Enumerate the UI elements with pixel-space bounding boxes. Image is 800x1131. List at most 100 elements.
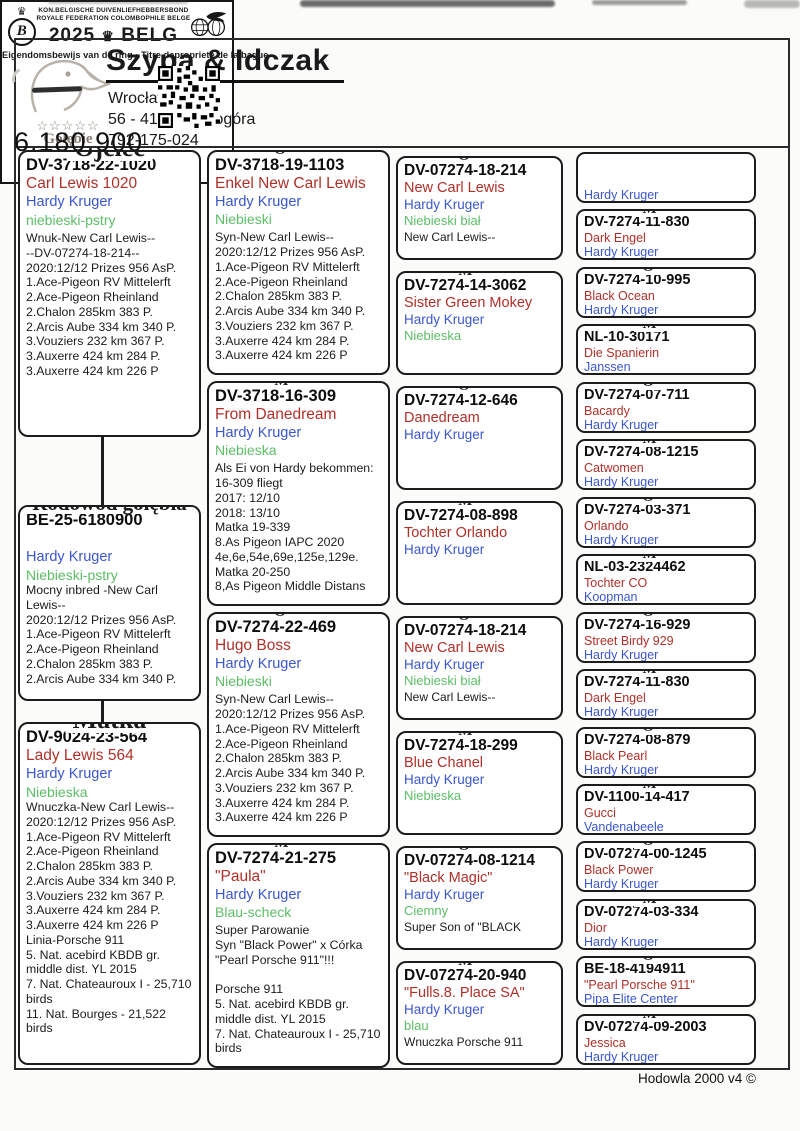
color-description: Blau-scheck [215, 903, 292, 920]
ring-country: BELG [121, 25, 178, 46]
pigeon-name: Die Spanierin [584, 346, 660, 361]
owner-name: Hardy Kruger [584, 1049, 659, 1064]
box-label: O [634, 613, 662, 620]
pedigree-box: O BE-18-4194911 "Pearl Porsche 911" Pipa… [576, 956, 756, 1008]
pedigree-box: Hardy Kruger [576, 152, 756, 203]
box-label: O [634, 498, 662, 505]
pigeon-name [26, 530, 193, 549]
ring-year: 2025 [48, 25, 96, 46]
scan-smudge [744, 0, 800, 8]
owner-name: Hardy Kruger [404, 427, 485, 443]
pedigree-box: O DV-7274-07-711 Bacardy Hardy Kruger [576, 381, 756, 433]
pigeon-name: New Carl Lewis [404, 640, 505, 657]
color-description: Niebieski biał [404, 673, 481, 689]
color-description: Niebieska [404, 788, 462, 804]
ring-photo [31, 86, 83, 93]
pedigree-box: M DV-3718-16-309 From Danedream Hardy Kr… [207, 381, 390, 606]
ring-id: NL-10-30171 [584, 329, 670, 346]
ring-id: NL-03-2324462 [584, 559, 686, 576]
color-description: Niebieska [26, 783, 88, 800]
color-description: Niebieski [215, 672, 272, 689]
box-label: M [450, 273, 481, 279]
color-description: Niebieski-pstry [26, 566, 118, 583]
box-label: M [634, 326, 665, 333]
federation-name-fr: ROYALE FEDERATION COLOMBOPHILE BELGE [36, 15, 191, 22]
pigeon-name [584, 174, 748, 188]
box-label: O [266, 614, 294, 620]
ring-id: DV-07274-03-334 [584, 903, 699, 920]
box-label: Rodowód gołębia [24, 507, 195, 514]
box-label: M [634, 1015, 665, 1022]
color-description: Ciemny [404, 903, 449, 919]
pedigree-box: O DV-07274-00-1245 Black Power Hardy Kru… [576, 841, 756, 893]
box-label: Ojciec [66, 152, 153, 161]
pigeon-name: New Carl Lewis [404, 180, 505, 197]
pigeon-name: Black Power [584, 863, 654, 878]
box-label: O [634, 728, 662, 735]
owner-name: Hardy Kruger [584, 532, 659, 547]
owner-name: Koopman [584, 590, 638, 605]
owner-name: Hardy Kruger [584, 417, 659, 432]
owner-name: Pipa Elite Center [584, 992, 678, 1007]
box-label: M [634, 441, 665, 448]
box-label: M [634, 211, 665, 218]
pigeon-name: Black Pearl [584, 748, 648, 763]
pedigree-box: M DV-07274-09-2003 Jessica Hardy Kruger [576, 1013, 756, 1065]
pigeon-name: "Pearl Porsche 911" [584, 978, 695, 993]
owner-name: Hardy Kruger [584, 934, 659, 949]
pedigree-box: M DV-7274-21-275 "Paula" Hardy Kruger Bl… [207, 843, 390, 1068]
ring-id: DV-07274-18-214 [404, 622, 527, 639]
box-label: O [266, 152, 294, 158]
box-label: O [634, 843, 662, 850]
ring-id: DV-07274-00-1245 [584, 846, 707, 863]
owner-name: Hardy Kruger [215, 424, 302, 441]
box-label: M [634, 556, 665, 563]
crown-icon: ♛ [101, 28, 115, 44]
owner-name: Hardy Kruger [584, 302, 659, 317]
pigeon-name: Bacardy [584, 403, 630, 418]
owner-name: Hardy Kruger [584, 647, 659, 662]
ring-id: DV-1100-14-417 [584, 788, 690, 805]
generation-4-column: Hardy Kruger M DV-7274-11-830 Dark Engel… [576, 152, 756, 1065]
page-frame [14, 38, 790, 1070]
scan-smudge [300, 0, 555, 7]
pigeon-name: Orlando [584, 518, 629, 533]
pigeon-name: Danedream [404, 410, 480, 427]
pedigree-box: M DV-07274-03-334 Dior Hardy Kruger [576, 898, 756, 950]
pigeon-name: Enkel New Carl Lewis [215, 175, 366, 193]
owner-name: Hardy Kruger [215, 886, 302, 903]
owner-name: Hardy Kruger [584, 762, 659, 777]
ownership-title: Eigendomsbewijs van de ring · Titre depr… [2, 50, 269, 60]
crown-icon: ♛ [16, 6, 27, 18]
pedigree-box: O DV-7274-12-646 Danedream Hardy Kruger [396, 386, 563, 490]
box-label: M [634, 671, 665, 678]
box-label: M [450, 503, 481, 509]
ring-id: DV-3718-19-1103 [215, 156, 345, 174]
federation-emblem-icon: ♛ B [7, 7, 36, 46]
pigeon-name: Jessica [584, 1035, 626, 1050]
pedigree-box: M DV-7274-08-898 Tochter Orlando Hardy K… [396, 501, 563, 605]
owner-name: Hardy Kruger [26, 766, 113, 783]
ring-id: DV-7274-10-995 [584, 271, 691, 288]
owner-name: Hardy Kruger [584, 475, 659, 490]
header-divider [14, 146, 790, 148]
box-label: M [450, 963, 481, 969]
phone-number: 792-175-024 [108, 132, 199, 150]
achievements-notes: Syn-New Carl Lewis-- 2020:12/12 Prizes 9… [215, 692, 366, 825]
owner-name: Hardy Kruger [215, 655, 302, 672]
box-label: O [450, 848, 478, 854]
ring-id: DV-7274-03-371 [584, 501, 691, 518]
color-description: Niebieski biał [404, 213, 481, 229]
software-credit: Hodowla 2000 v4 © [637, 1071, 756, 1086]
federation-name-nl: KON.BELGISCHE DUIVENLIEFHEBBERSBOND [38, 7, 189, 14]
achievements-notes: Wnuczka-New Carl Lewis-- 2020:12/12 Priz… [26, 800, 192, 1036]
owner-name: Hardy Kruger [584, 245, 659, 260]
box-label: O [634, 268, 662, 275]
owner-name: Hardy Kruger [404, 312, 485, 328]
ring-id: DV-7274-12-646 [404, 392, 518, 409]
pigeon-name: Sister Green Mokey [404, 295, 533, 312]
box-label: M [266, 845, 297, 851]
owner-name: Hardy Kruger [26, 194, 113, 211]
pigeon-name: Blue Chanel [404, 755, 483, 772]
